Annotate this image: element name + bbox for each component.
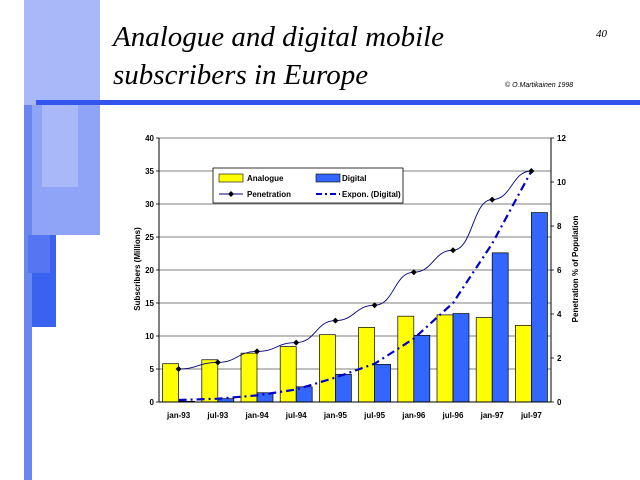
deco-block-tall bbox=[24, 105, 32, 480]
deco-block-inner bbox=[42, 105, 78, 187]
point-penetration bbox=[410, 269, 417, 276]
x-tick-label: jul-94 bbox=[285, 411, 307, 420]
bar-digital bbox=[491, 252, 509, 403]
x-tick-label: jul-95 bbox=[363, 411, 385, 420]
bar-analogue bbox=[397, 315, 415, 403]
y2-tick-label: 4 bbox=[557, 310, 562, 319]
y-tick-label: 30 bbox=[145, 200, 154, 209]
point-penetration bbox=[254, 348, 260, 355]
point-penetration bbox=[371, 302, 378, 309]
y-tick-label: 5 bbox=[150, 365, 155, 374]
bar-analogue bbox=[475, 317, 493, 403]
point-penetration bbox=[293, 339, 300, 346]
y-tick-label: 40 bbox=[145, 134, 154, 143]
slide-title: Analogue and digital mobile subscribers … bbox=[113, 18, 533, 94]
y-tick-label: 20 bbox=[145, 266, 154, 275]
y2-tick-label: 2 bbox=[557, 354, 562, 363]
legend-label-expon: Expon. (Digital) bbox=[342, 190, 401, 199]
bar-digital bbox=[374, 364, 391, 403]
y2-axis-label: Penetration % of Population bbox=[571, 216, 580, 323]
point-penetration bbox=[528, 168, 535, 174]
bar-analogue bbox=[279, 346, 297, 403]
bar-analogue bbox=[436, 314, 454, 403]
point-penetration bbox=[175, 366, 182, 372]
bar-digital bbox=[531, 212, 548, 403]
bar-digital bbox=[452, 313, 470, 403]
deco-horizontal-rule bbox=[36, 100, 640, 105]
chart-axes bbox=[156, 137, 554, 403]
copyright-notice: © O.Martikainen 1998 bbox=[505, 82, 574, 89]
deco-block-top bbox=[24, 0, 100, 105]
y2-tick-label: 10 bbox=[557, 178, 566, 187]
x-tick-label: jan-96 bbox=[401, 411, 426, 420]
slide-title-line1: Analogue and digital mobile bbox=[113, 21, 445, 53]
point-penetration bbox=[214, 359, 221, 366]
bar-digital bbox=[335, 373, 352, 403]
x-tick-label: jan-93 bbox=[166, 411, 191, 420]
deco-block-low2 bbox=[28, 235, 50, 273]
legend-label-penetration: Penetration bbox=[247, 190, 291, 199]
y-tick-label: 25 bbox=[145, 233, 154, 242]
legend-label-analogue: Analogue bbox=[247, 174, 284, 183]
chart-tick-labels: 0 5 10 15 20 25 30 35 40 0 2 4 6 8 10 12 jan-93 jul-93 jan… bbox=[145, 134, 566, 420]
line-expon-digital bbox=[178, 170, 533, 402]
y2-tick-label: 0 bbox=[557, 398, 562, 407]
bar-analogue bbox=[515, 325, 532, 403]
y-tick-label: 10 bbox=[145, 332, 154, 341]
chart-bars bbox=[162, 212, 548, 403]
chart-legend: Analogue Digital Penetration Expon. (Dig… bbox=[212, 167, 404, 204]
x-tick-label: jul-96 bbox=[442, 411, 464, 420]
point-penetration bbox=[489, 196, 496, 203]
bar-digital bbox=[413, 334, 431, 403]
x-tick-label: jan-95 bbox=[323, 411, 348, 420]
x-tick-label: jan-97 bbox=[480, 411, 505, 420]
slide-title-line2: subscribers in Europe bbox=[113, 59, 369, 91]
x-tick-label: jul-97 bbox=[520, 411, 542, 420]
y2-tick-label: 8 bbox=[557, 222, 562, 231]
bar-analogue bbox=[201, 359, 219, 403]
line-penetration bbox=[178, 170, 532, 370]
legend-swatch-digital bbox=[315, 173, 341, 183]
y-tick-label: 15 bbox=[145, 299, 154, 308]
page-number: 40 bbox=[596, 28, 607, 40]
y2-tick-label: 12 bbox=[557, 134, 566, 143]
legend-box bbox=[212, 167, 404, 204]
legend-swatch-analogue bbox=[218, 173, 244, 183]
bar-analogue bbox=[319, 334, 336, 403]
legend-label-digital: Digital bbox=[342, 174, 366, 183]
x-tick-label: jan-94 bbox=[244, 411, 269, 420]
point-penetration bbox=[450, 247, 456, 254]
y-tick-label: 0 bbox=[150, 398, 155, 407]
y2-tick-label: 6 bbox=[557, 266, 562, 275]
y-axis-label: Subscribers (Millions) bbox=[133, 227, 142, 311]
legend-marker-penetration bbox=[228, 191, 234, 197]
chart-lines bbox=[175, 168, 535, 402]
y-tick-label: 35 bbox=[145, 167, 154, 176]
point-penetration bbox=[332, 317, 339, 324]
x-tick-label: jul-93 bbox=[206, 411, 228, 420]
